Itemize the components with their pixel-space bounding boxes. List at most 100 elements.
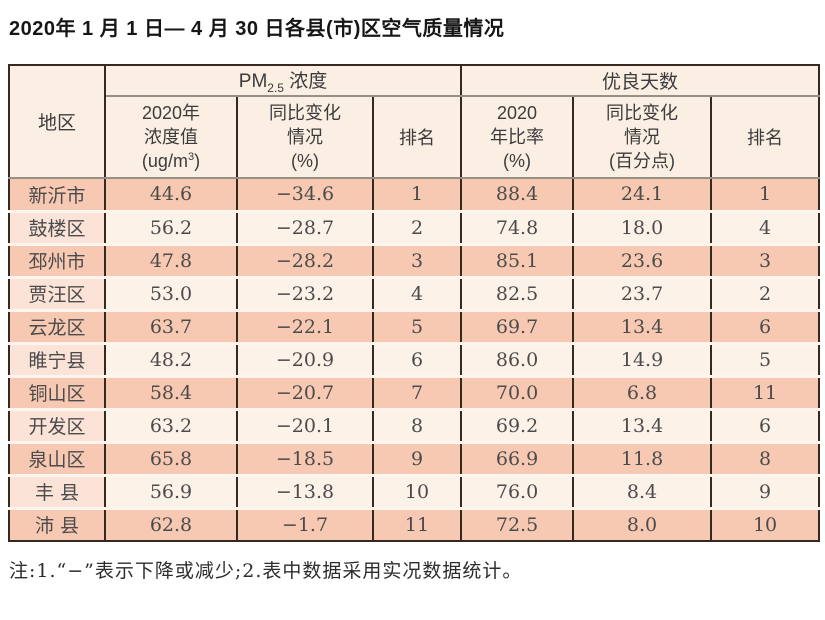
table-body: 新沂市 44.6 −34.6 1 88.4 24.1 1 鼓楼区 56.2 −28.7 2 74.8 1…	[8, 178, 821, 541]
pm25-rank-cell: 11	[371, 506, 463, 541]
header-line: (%)	[503, 151, 532, 172]
pm25-value-cell: 48.2	[104, 341, 238, 376]
ratio-change-cell: 23.6	[572, 242, 713, 277]
good-days-rank-cell: 11	[710, 374, 821, 409]
table-row: 沛 县 62.8 −1.7 11 72.5 8.0 10	[8, 506, 821, 541]
header-line: 2020年	[141, 102, 201, 123]
table-row: 丰 县 56.9 −13.8 10 76.0 8.4 9	[8, 473, 821, 508]
pm25-rank-cell: 2	[371, 209, 463, 244]
pm25-change-cell: −28.7	[236, 209, 374, 244]
good-days-rank-cell: 1	[710, 178, 821, 211]
pm25-rank-cell: 9	[371, 440, 463, 475]
pm25-change-cell: −28.2	[236, 242, 374, 277]
region-cell: 鼓楼区	[8, 209, 106, 244]
ratio-value-cell: 88.4	[460, 178, 575, 211]
ratio-change-cell: 18.0	[572, 209, 713, 244]
good-days-rank-cell: 4	[710, 209, 821, 244]
good-days-rank-cell: 3	[710, 242, 821, 277]
air-quality-table: 地区 PM2.5 浓度 优良天数 2020年 浓度值 (ug/m3) 同比变化 …	[8, 64, 821, 542]
ratio-change-cell: 11.8	[572, 440, 713, 475]
good-days-rank-cell: 6	[710, 308, 821, 343]
header-line-unit: (ug/m3)	[108, 149, 234, 173]
table-row: 开发区 63.2 −20.1 8 69.2 13.4 6	[8, 407, 821, 442]
good-days-rank-cell: 6	[710, 407, 821, 442]
ratio-change-cell: 24.1	[572, 178, 713, 211]
pm25-change-cell: −20.7	[236, 374, 374, 409]
ratio-value-cell: 70.0	[460, 374, 575, 409]
region-cell: 丰 县	[8, 473, 106, 508]
region-cell: 新沂市	[8, 178, 106, 211]
footnote: 注:1.“−”表示下降或减少;2.表中数据采用实况数据统计。	[9, 560, 523, 582]
table-row: 鼓楼区 56.2 −28.7 2 74.8 18.0 4	[8, 209, 821, 244]
page-title: 2020年 1 月 1 日— 4 月 30 日各县(市)区空气质量情况	[9, 18, 505, 40]
header-line: 情况	[624, 126, 661, 147]
header-line: 年比率	[490, 126, 545, 147]
pm25-change-cell: −20.9	[236, 341, 374, 376]
pm25-value-cell: 62.8	[104, 506, 238, 541]
pm25-rank-cell: 5	[371, 308, 463, 343]
page: 2020年 1 月 1 日— 4 月 30 日各县(市)区空气质量情况 地区 P…	[8, 18, 821, 582]
pm25-suffix: 浓度	[283, 71, 328, 93]
pm25-value-cell: 58.4	[104, 374, 238, 409]
pm25-change-cell: −22.1	[236, 308, 374, 343]
header-sub-row: 2020年 浓度值 (ug/m3) 同比变化 情况 (%) 排名 2020 年比…	[9, 96, 821, 179]
pm25-value-cell: 63.2	[104, 407, 238, 442]
header-rank-good-days: 排名	[710, 96, 821, 179]
pm25-value-cell: 65.8	[104, 440, 238, 475]
region-cell: 睢宁县	[8, 341, 106, 376]
unit-pre: (ug/m	[141, 151, 188, 172]
ratio-change-cell: 13.4	[572, 407, 713, 442]
good-days-rank-cell: 5	[710, 341, 821, 376]
table-row: 睢宁县 48.2 −20.9 6 86.0 14.9 5	[8, 341, 821, 376]
pm25-change-cell: −20.1	[236, 407, 374, 442]
good-days-rank-cell: 10	[710, 506, 821, 541]
header-concentration: 2020年 浓度值 (ug/m3)	[104, 96, 238, 179]
pm25-subscript: 2.5	[267, 80, 284, 95]
pm25-value-cell: 47.8	[104, 242, 238, 277]
region-cell: 云龙区	[8, 308, 106, 343]
good-days-rank-cell: 8	[710, 440, 821, 475]
header-rank-pm25: 排名	[371, 96, 463, 179]
header-good-days-change: 同比变化 情况 (百分点)	[572, 96, 713, 179]
ratio-value-cell: 82.5	[460, 275, 575, 310]
unit-post: )	[194, 151, 201, 172]
ratio-change-cell: 6.8	[572, 374, 713, 409]
ratio-value-cell: 69.2	[460, 407, 575, 442]
good-days-rank-cell: 9	[710, 473, 821, 508]
header-line: 2020	[496, 102, 538, 123]
pm25-value-cell: 63.7	[104, 308, 238, 343]
region-cell: 开发区	[8, 407, 106, 442]
table-row: 新沂市 44.6 −34.6 1 88.4 24.1 1	[8, 178, 821, 211]
ratio-value-cell: 74.8	[460, 209, 575, 244]
pm25-rank-cell: 3	[371, 242, 463, 277]
header-group-row: 地区 PM2.5 浓度 优良天数	[8, 65, 821, 179]
ratio-value-cell: 69.7	[460, 308, 575, 343]
ratio-change-cell: 8.4	[572, 473, 713, 508]
pm25-change-cell: −18.5	[236, 440, 374, 475]
region-cell: 邳州市	[8, 242, 106, 277]
pm25-value-cell: 56.2	[104, 209, 238, 244]
region-cell: 泉山区	[8, 440, 106, 475]
table-row: 云龙区 63.7 −22.1 5 69.7 13.4 6	[8, 308, 821, 343]
table-row: 邳州市 47.8 −28.2 3 85.1 23.6 3	[8, 242, 821, 277]
header-concentration-change: 同比变化 情况 (%)	[236, 96, 374, 179]
pm25-rank-cell: 10	[371, 473, 463, 508]
table-row: 铜山区 58.4 −20.7 7 70.0 6.8 11	[8, 374, 821, 409]
pm25-value-cell: 44.6	[104, 178, 238, 211]
pm25-change-cell: −13.8	[236, 473, 374, 508]
pm25-rank-cell: 1	[371, 178, 463, 211]
header-line: 同比变化	[606, 102, 679, 123]
region-cell: 沛 县	[8, 506, 106, 541]
header-region: 地区	[8, 65, 106, 179]
pm25-rank-cell: 4	[371, 275, 463, 310]
unit-superscript: 3	[187, 151, 195, 164]
pm25-change-cell: −1.7	[236, 506, 374, 541]
region-cell: 贾汪区	[8, 275, 106, 310]
region-cell: 铜山区	[8, 374, 106, 409]
header-line: 浓度值	[144, 126, 198, 147]
ratio-change-cell: 13.4	[572, 308, 713, 343]
ratio-change-cell: 23.7	[572, 275, 713, 310]
header-line: 情况	[287, 126, 323, 147]
pm25-prefix: PM	[238, 71, 268, 93]
pm25-rank-cell: 8	[371, 407, 463, 442]
